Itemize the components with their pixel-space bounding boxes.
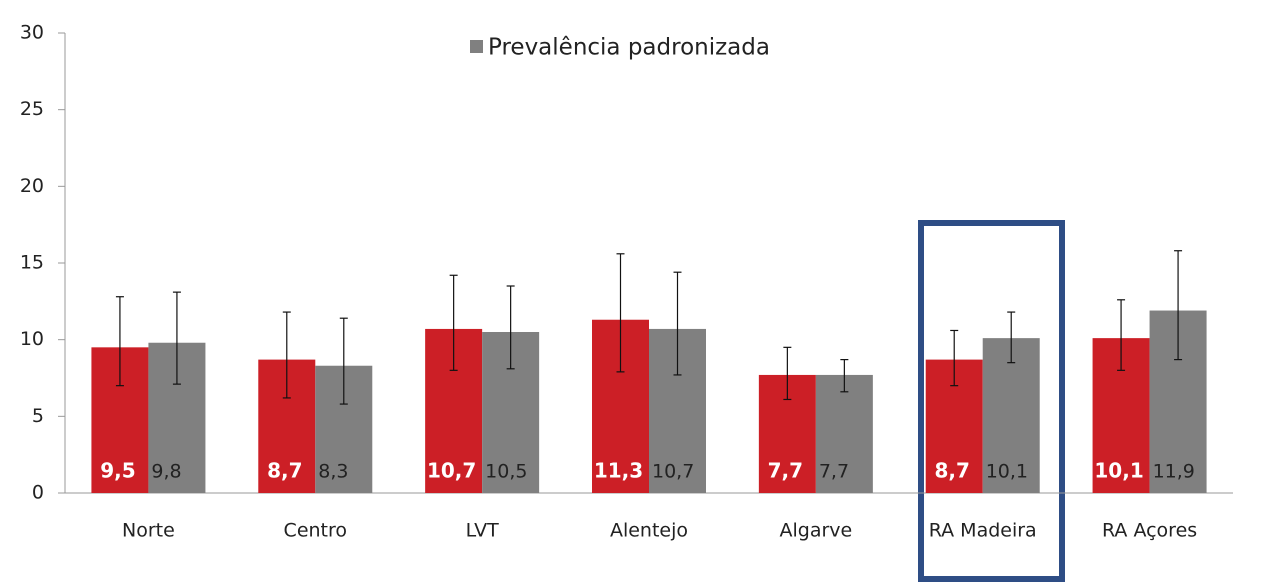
bar <box>815 374 873 493</box>
x-tick-label: RA Madeira <box>929 520 1037 542</box>
legend-swatch <box>470 40 483 53</box>
value-label: 7,7 <box>819 461 849 483</box>
value-label: 8,3 <box>318 461 348 483</box>
value-label: 8,7 <box>934 459 969 483</box>
bar <box>982 338 1040 493</box>
value-label: 11,9 <box>1153 461 1195 483</box>
y-tick-label: 0 <box>32 482 44 504</box>
y-tick-label: 15 <box>20 252 44 274</box>
value-label: 10,5 <box>485 461 527 483</box>
x-tick-label: Algarve <box>779 520 852 542</box>
y-tick-label: 5 <box>32 405 44 427</box>
value-label: 9,8 <box>151 461 181 483</box>
value-label: 10,1 <box>986 461 1028 483</box>
x-tick-label: LVT <box>466 520 499 542</box>
x-tick-label: Alentejo <box>610 520 688 542</box>
y-tick-label: 20 <box>20 175 44 197</box>
value-label: 10,7 <box>652 461 694 483</box>
legend-label: Prevalência padronizada <box>488 35 770 61</box>
x-tick-label: Centro <box>284 520 347 542</box>
x-tick-label: Norte <box>122 520 175 542</box>
value-label: 10,1 <box>1094 459 1143 483</box>
y-tick-label: 30 <box>20 22 44 44</box>
value-label: 10,7 <box>427 459 476 483</box>
highlight-box <box>918 220 1065 582</box>
value-label: 7,7 <box>768 459 803 483</box>
value-label: 8,7 <box>267 459 302 483</box>
value-label: 11,3 <box>594 459 643 483</box>
value-label: 9,5 <box>100 459 135 483</box>
x-tick-label: RA Açores <box>1102 520 1197 542</box>
y-tick-label: 10 <box>20 328 44 350</box>
y-tick-label: 25 <box>20 98 44 120</box>
